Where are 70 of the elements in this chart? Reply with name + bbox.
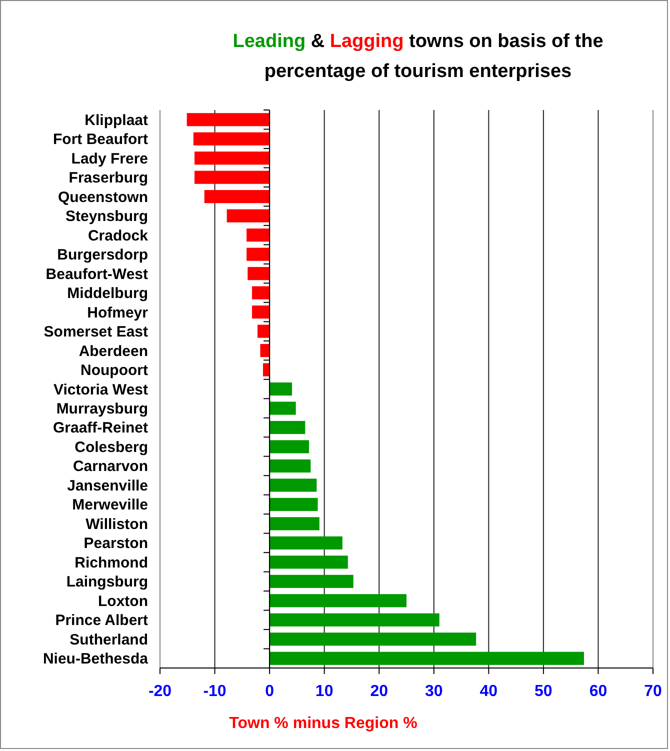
x-tick-label: 10 xyxy=(315,683,334,700)
x-tick-label: 40 xyxy=(480,683,498,700)
bar xyxy=(204,190,270,204)
y-tick-label: Pearston xyxy=(84,535,148,552)
y-tick-label: Burgersdorp xyxy=(57,246,148,264)
bar xyxy=(260,344,270,358)
bar xyxy=(270,517,320,530)
y-tick-label: Graaff-Reinet xyxy=(52,420,148,437)
bar xyxy=(248,267,270,280)
y-tick-label: Loxton xyxy=(98,592,148,610)
x-tick-label: 0 xyxy=(265,683,274,700)
x-tick-label: 50 xyxy=(534,683,552,700)
y-tick-label: Merweville xyxy=(72,496,148,514)
y-tick-label: Steynsburg xyxy=(65,208,148,226)
y-tick-label: Sutherland xyxy=(70,631,148,648)
bar xyxy=(270,440,309,454)
bar xyxy=(270,632,476,646)
bar xyxy=(270,459,311,473)
y-tick-label: Prince Albert xyxy=(55,612,148,630)
bar xyxy=(270,652,584,665)
x-tick-label: 20 xyxy=(370,683,388,700)
bar xyxy=(270,420,306,434)
bar xyxy=(270,402,296,415)
y-tick-label: Somerset East xyxy=(44,324,148,341)
x-tick-label: 30 xyxy=(424,683,443,700)
bar xyxy=(246,228,270,242)
y-tick-label: Carnarvon xyxy=(72,458,148,476)
y-tick-label: Laingsburg xyxy=(66,574,148,591)
y-tick-label: Beaufort-West xyxy=(46,266,148,283)
y-tick-label: Williston xyxy=(86,516,148,533)
y-tick-label: Nieu-Bethesda xyxy=(42,650,149,668)
y-tick-label: Aberdeen xyxy=(78,342,148,360)
bar xyxy=(270,613,440,626)
bar xyxy=(270,556,348,569)
y-tick-label: Lady Frere xyxy=(71,150,148,168)
bar xyxy=(270,498,318,511)
bar xyxy=(226,209,270,222)
y-tick-label: Middelburg xyxy=(67,285,148,302)
bar xyxy=(194,170,270,184)
y-tick-label: Cradock xyxy=(88,227,149,244)
bar xyxy=(262,363,270,376)
bar xyxy=(270,478,317,492)
bar xyxy=(270,594,406,608)
bar xyxy=(270,382,292,396)
y-tick-label: Richmond xyxy=(74,554,148,572)
bar xyxy=(252,286,270,300)
y-tick-label: Noupoort xyxy=(80,362,148,380)
bar xyxy=(246,248,270,261)
bar xyxy=(270,536,342,550)
y-tick-label: Hofmeyr xyxy=(87,304,148,322)
chart-title: Leading & Lagging towns on basis of the percentage of tourism enterprises xyxy=(232,31,604,82)
y-tick-label: Queenstown xyxy=(58,188,148,206)
y-tick-label: Murraysburg xyxy=(56,400,148,418)
x-axis-title: Town % minus Region % xyxy=(229,715,418,732)
y-tick-label: Victoria West xyxy=(54,381,148,398)
bar xyxy=(258,324,270,338)
bar xyxy=(186,113,270,126)
x-tick-label: -20 xyxy=(148,683,172,700)
y-tick-label: Klipplaat xyxy=(84,112,148,129)
y-tick-label: Fraserburg xyxy=(68,170,148,187)
bar xyxy=(252,305,270,319)
x-tick-label: -10 xyxy=(203,683,226,700)
x-tick-label: 60 xyxy=(589,683,608,700)
bar xyxy=(194,152,270,165)
bar xyxy=(193,132,270,146)
bar xyxy=(270,574,354,588)
y-tick-label: Fort Beaufort xyxy=(53,131,148,148)
y-tick-label: Colesberg xyxy=(74,438,148,456)
y-tick-label: Jansenville xyxy=(67,477,148,494)
x-tick-label: 70 xyxy=(644,683,662,700)
